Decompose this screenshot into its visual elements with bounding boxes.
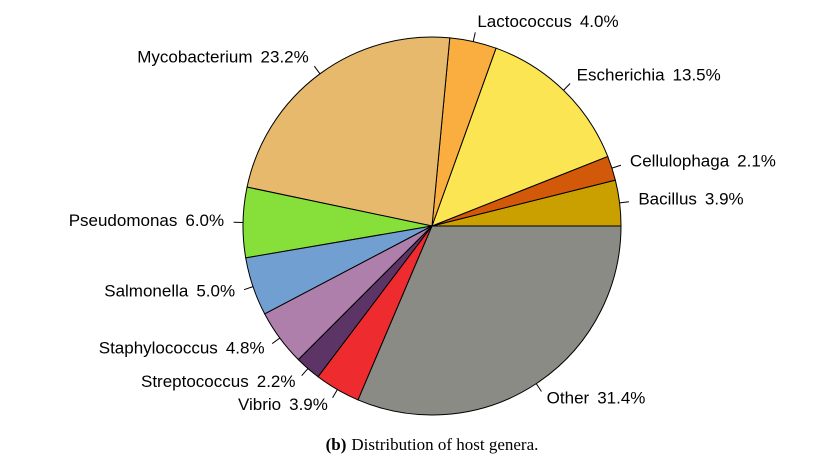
category-label: Other — [547, 389, 590, 408]
pie: Bacillus 3.9% Cellulophaga 2.1% Escherichia 1… — [69, 13, 776, 416]
category-label: Pseudomonas — [69, 212, 178, 231]
slice-label: Lactococcus 4.0% — [477, 13, 618, 32]
category-label: Streptococcus — [141, 372, 249, 391]
leader-line — [332, 389, 338, 399]
caption: (b) Distribution of host genera. — [326, 435, 539, 454]
leader-line — [611, 164, 622, 169]
category-label: Staphylococcus — [99, 339, 218, 358]
value-label: 23.2% — [261, 48, 309, 67]
value-label: 3.9% — [705, 190, 744, 209]
slice-label: Bacillus 3.9% — [638, 190, 743, 209]
category-label: Salmonella — [104, 282, 189, 301]
category-label: Cellulophaga — [630, 152, 730, 171]
leader-line — [271, 337, 281, 345]
value-label: 2.1% — [737, 152, 776, 171]
leader-line — [243, 286, 254, 291]
category-label: Escherichia — [577, 66, 665, 85]
leader-line — [563, 83, 571, 91]
value-label: 4.0% — [580, 13, 619, 32]
value-label: 13.5% — [673, 66, 721, 85]
pie-slice — [357, 225, 622, 416]
leader-line — [301, 368, 309, 377]
category-label: Lactococcus — [477, 13, 572, 32]
slice-label: Salmonella 5.0% — [104, 282, 235, 301]
slice-label: Streptococcus 2.2% — [141, 372, 295, 391]
value-label: 6.0% — [185, 212, 224, 231]
leader-line — [313, 65, 321, 75]
leader-line — [619, 201, 630, 204]
slice-label: Mycobacterium 23.2% — [137, 48, 308, 67]
caption-label: (b) — [326, 435, 347, 454]
leader-line — [535, 383, 542, 392]
value-label: 3.9% — [289, 395, 328, 414]
slice-label: Staphylococcus 4.8% — [99, 339, 265, 358]
category-label: Bacillus — [638, 190, 697, 209]
category-label: Vibrio — [238, 395, 281, 414]
leader-line — [472, 32, 476, 42]
slice-label: Pseudomonas 6.0% — [69, 212, 224, 231]
caption-text: Distribution of host genera. — [351, 435, 538, 454]
pie-slice — [246, 36, 451, 227]
category-label: Mycobacterium — [137, 48, 252, 67]
value-label: 4.8% — [226, 339, 265, 358]
slice-label: Other 31.4% — [547, 389, 646, 408]
slice-label: Vibrio 3.9% — [238, 395, 328, 414]
value-label: 31.4% — [597, 389, 645, 408]
slice-label: Cellulophaga 2.1% — [630, 152, 776, 171]
value-label: 5.0% — [196, 282, 235, 301]
value-label: 2.2% — [257, 372, 296, 391]
slice-label: Escherichia 13.5% — [577, 66, 721, 85]
